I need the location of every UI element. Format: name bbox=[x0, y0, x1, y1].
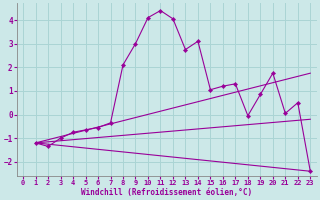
X-axis label: Windchill (Refroidissement éolien,°C): Windchill (Refroidissement éolien,°C) bbox=[81, 188, 252, 197]
